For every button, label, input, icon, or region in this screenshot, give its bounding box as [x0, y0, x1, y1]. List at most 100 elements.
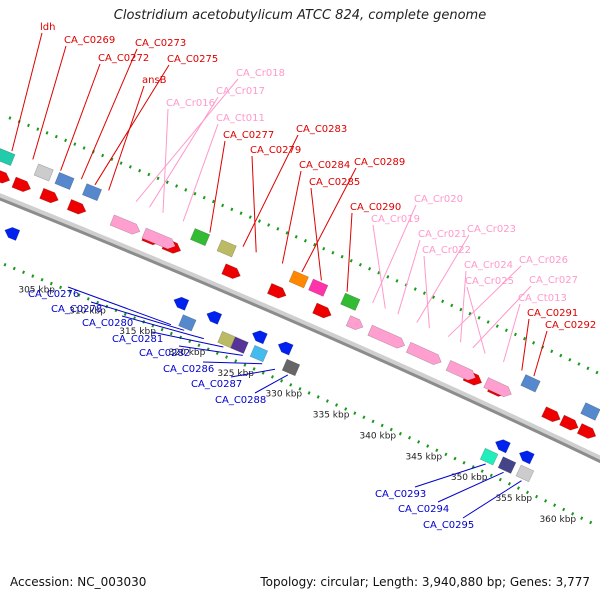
inner-gene-block-6 [497, 456, 517, 474]
top-leader-line-14 [281, 170, 302, 264]
rna-feature-2 [345, 315, 364, 331]
inner-gene-block-2 [230, 336, 249, 354]
accession-text: Accession: NC_003030 [10, 575, 147, 589]
top-leader-line-16 [310, 187, 322, 281]
forward-cds-0 [0, 168, 11, 184]
forward-cds-2 [39, 187, 59, 204]
rna-feature-0-shape [109, 214, 141, 235]
rna-feature-1 [141, 227, 176, 250]
top-feature-label-25: CA_Cr027 [529, 275, 578, 286]
forward-cds-12-shape [559, 414, 579, 431]
top-feature-label-11: CA_C0277 [223, 130, 274, 141]
reverse-cds-0 [4, 227, 21, 241]
rna-feature-4-shape [405, 341, 442, 365]
top-feature-label-10: CA_Ct011 [216, 113, 265, 124]
rna-feature-3-shape [367, 324, 406, 349]
gene-block-7 [308, 278, 329, 297]
gene-block-6-shape [288, 270, 309, 289]
tick-label-1: 305 kbp [18, 285, 55, 295]
top-leader-line-27 [503, 303, 521, 363]
top-leader-line-22 [423, 255, 430, 329]
rna-feature-6 [483, 377, 512, 398]
reverse-cds-5 [495, 439, 511, 454]
gene-block-6 [288, 270, 309, 289]
forward-cds-1 [11, 176, 32, 193]
forward-cds-6-shape [221, 263, 241, 279]
forward-cds-6 [221, 263, 241, 279]
bottom-leader-line-2 [90, 301, 185, 331]
top-leader-line-25 [472, 285, 532, 349]
tick-label-3: 315 kbp [119, 327, 156, 337]
tick-label-12: 360 kbp [539, 515, 576, 525]
top-feature-label-13: CA_C0279 [250, 145, 301, 156]
reverse-cds-3-shape [251, 330, 268, 345]
top-leader-line-26 [466, 286, 486, 354]
rna-feature-6-shape [483, 377, 512, 398]
top-leader-line-17 [346, 212, 353, 292]
top-leader-line-19 [372, 224, 386, 309]
gene-block-9-shape [520, 374, 541, 393]
inner-gene-block-4 [281, 358, 301, 377]
bottom-feature-label-6: CA_C0286 [163, 364, 214, 375]
rna-feature-5 [445, 359, 477, 381]
bottom-leader-line-4 [151, 331, 224, 348]
tick-label-2: 310 kbp [69, 306, 106, 316]
reverse-cds-1-shape [173, 296, 190, 311]
top-leader-line-9 [162, 108, 169, 213]
top-feature-label-1: ldh [40, 22, 55, 33]
tick-label-7: 335 kbp [313, 411, 350, 421]
top-leader-line-21 [416, 234, 470, 323]
inner-gene-block-2-shape [230, 336, 249, 354]
forward-cds-1-shape [11, 176, 32, 193]
top-feature-label-18: CA_Cr020 [414, 194, 463, 205]
rna-feature-1-shape [141, 227, 176, 250]
top-feature-label-17: CA_C0290 [350, 202, 401, 213]
top-feature-label-27: CA_Ct013 [518, 293, 567, 304]
bottom-feature-label-1: CA_C0276 [28, 289, 79, 300]
gene-block-2 [54, 172, 75, 190]
bottom-leader-line-5 [178, 345, 243, 356]
tick-label-11: 355 kbp [495, 494, 532, 504]
bottom-feature-label-9: CA_C0293 [375, 489, 426, 500]
inner-gene-block-1 [217, 330, 236, 349]
top-feature-label-29: CA_C0292 [545, 320, 596, 331]
tick-label-5: 325 kbp [217, 369, 254, 379]
gene-block-5-shape [216, 239, 237, 258]
top-leader-line-12 [242, 134, 299, 247]
gene-block-9 [520, 374, 541, 393]
forward-cds-11-shape [541, 406, 561, 423]
gene-block-1-shape [33, 163, 54, 182]
top-feature-label-3: CA_C0272 [98, 53, 149, 64]
bottom-feature-label-7: CA_C0287 [191, 379, 242, 390]
reverse-cds-6 [518, 450, 535, 465]
bottom-leader-line-7 [230, 368, 276, 378]
reverse-cds-6-shape [518, 450, 535, 465]
inner-ruler-dots [0, 261, 595, 526]
gene-block-3 [81, 183, 103, 202]
inner-gene-block-4-shape [281, 358, 301, 377]
top-leader-line-8 [149, 96, 219, 208]
inner-gene-block-1-shape [217, 330, 236, 349]
gene-block-4 [190, 228, 211, 247]
top-feature-label-4: CA_C0273 [135, 38, 186, 49]
top-leader-line-18 [372, 204, 417, 304]
forward-cds-2-shape [39, 187, 59, 204]
reverse-cds-5-shape [495, 439, 511, 454]
top-feature-label-19: CA_Cr019 [371, 214, 420, 225]
top-feature-label-14: CA_C0284 [299, 160, 350, 171]
gene-block-10 [580, 402, 600, 421]
top-leader-line-3 [60, 63, 101, 171]
bottom-leader-line-11 [462, 480, 522, 519]
top-feature-label-7: CA_Cr018 [236, 68, 285, 79]
reverse-cds-2-shape [206, 310, 223, 325]
inner-gene-block-3 [249, 344, 269, 363]
reverse-cds-3 [251, 330, 268, 345]
gene-block-4-shape [190, 228, 211, 247]
bottom-feature-label-4: CA_C0281 [112, 334, 163, 345]
bottom-feature-label-5: CA_C0282 [139, 348, 190, 359]
bottom-leader-line-1 [67, 286, 172, 326]
backbone-line [0, 197, 600, 464]
forward-cds-8 [312, 302, 332, 319]
rna-feature-5-shape [445, 359, 477, 381]
reverse-cds-0-shape [4, 227, 21, 241]
